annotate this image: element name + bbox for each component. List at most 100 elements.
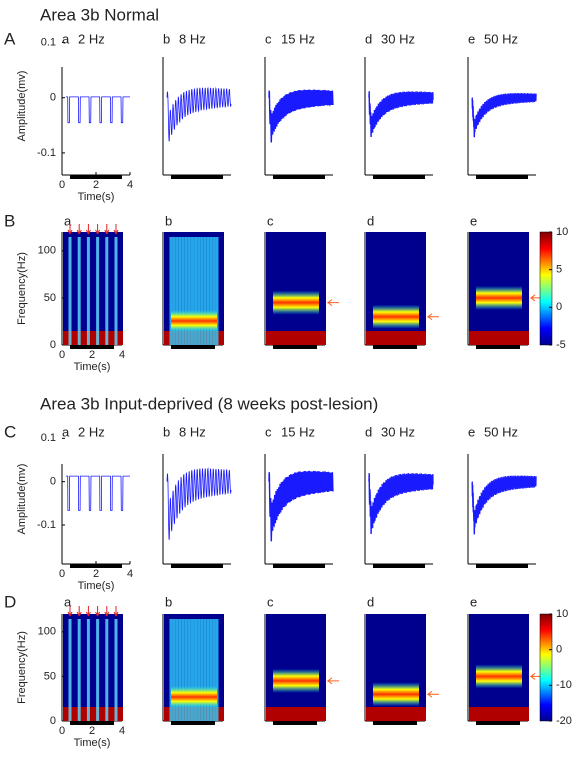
- spike: [96, 619, 100, 721]
- panel-letter: a: [62, 424, 70, 439]
- y-tick-label: 50: [44, 670, 56, 682]
- colorbar-tick-label: 5: [556, 264, 562, 276]
- y-tick-label: 0: [50, 339, 56, 351]
- panel-label: 8 Hz: [179, 31, 206, 46]
- x-tick-label: 2: [93, 568, 99, 580]
- arrow: [529, 673, 542, 680]
- panel-letter: b: [163, 31, 170, 46]
- y-tick-label: 0: [50, 715, 56, 727]
- spike: [203, 619, 207, 721]
- spike: [194, 237, 198, 345]
- spike: [86, 237, 90, 345]
- spike: [197, 619, 201, 721]
- x-tick-label: 4: [127, 179, 133, 191]
- spike: [215, 237, 219, 345]
- spike: [184, 237, 188, 345]
- colorbar: [539, 613, 553, 722]
- stim-arrow: [76, 224, 82, 235]
- panel-letter: c: [265, 424, 272, 439]
- spectrogram: [63, 232, 123, 345]
- spike: [187, 619, 191, 721]
- spike: [215, 619, 219, 721]
- spectrogram: [63, 614, 123, 721]
- spike: [194, 619, 198, 721]
- panel-label: 2 Hz: [78, 424, 105, 439]
- spike: [105, 237, 109, 345]
- x-tick-label: 0: [59, 568, 65, 580]
- x-axis-label: Time(s): [78, 191, 115, 203]
- x-tick-label: 0: [59, 725, 65, 737]
- panel-letter: d: [365, 424, 372, 439]
- spike: [68, 619, 72, 721]
- trace: [471, 93, 537, 138]
- y-tick-label: 100: [38, 245, 56, 257]
- stim-arrow: [95, 606, 101, 617]
- band: [171, 310, 217, 332]
- panel-label: 30 Hz: [381, 424, 415, 439]
- spike: [105, 619, 109, 721]
- spike: [178, 237, 182, 345]
- band: [171, 686, 217, 708]
- band: [476, 285, 522, 310]
- panel-letter: d: [367, 594, 374, 609]
- trace: [166, 467, 232, 540]
- panel-label: 15 Hz: [281, 31, 315, 46]
- panel-label: 8 Hz: [179, 424, 206, 439]
- section-title: Area 3b Normal: [40, 5, 159, 24]
- row-letter: C: [4, 422, 16, 441]
- arrow: [426, 313, 439, 321]
- trace: [66, 96, 130, 124]
- spike: [172, 237, 176, 345]
- y-tick-label: -0.1: [37, 519, 56, 531]
- colorbar-tick-label: 0: [556, 301, 562, 313]
- row-letter: A: [4, 29, 16, 48]
- x-axis-label: Time(s): [74, 361, 111, 373]
- band: [273, 668, 319, 693]
- x-tick-label: 2: [89, 725, 95, 737]
- spike: [200, 237, 204, 345]
- stim-arrow: [67, 224, 73, 235]
- trace: [368, 473, 434, 535]
- x-axis-label: Time(s): [74, 737, 111, 749]
- low-band: [366, 331, 426, 345]
- x-tick-label: 2: [89, 349, 95, 361]
- stim-arrow: [113, 606, 119, 617]
- trace: [166, 86, 232, 142]
- x-tick-label: 4: [119, 725, 125, 737]
- low-band: [266, 707, 326, 721]
- row-letter: D: [4, 592, 16, 611]
- band: [373, 682, 419, 707]
- spike: [169, 237, 173, 345]
- stim-arrow: [85, 606, 91, 617]
- spike: [209, 237, 213, 345]
- stim-arrow: [76, 606, 82, 617]
- spike: [86, 619, 90, 721]
- spike: [181, 619, 185, 721]
- spike: [169, 619, 173, 721]
- trace: [471, 475, 537, 535]
- spike: [175, 237, 179, 345]
- spike: [190, 237, 194, 345]
- spike: [114, 619, 118, 721]
- spike: [77, 237, 81, 345]
- row-letter: B: [4, 211, 15, 230]
- y-axis-label: Frequency(Hz): [16, 252, 28, 325]
- panel-letter: b: [165, 213, 172, 228]
- stim-arrow: [104, 606, 110, 617]
- panel-letter: a: [64, 594, 72, 609]
- arrow: [326, 299, 339, 307]
- panel-letter: e: [468, 424, 475, 439]
- panel-letter: d: [365, 31, 372, 46]
- spike: [178, 619, 182, 721]
- low-band: [63, 707, 123, 721]
- spike: [197, 237, 201, 345]
- colorbar-tick-label: 10: [556, 608, 568, 620]
- spike: [203, 237, 207, 345]
- x-tick-label: 0: [59, 349, 65, 361]
- spike: [184, 619, 188, 721]
- panel-letter: b: [165, 594, 172, 609]
- x-tick-label: 4: [127, 568, 133, 580]
- panel-letter: c: [267, 213, 274, 228]
- band: [273, 290, 319, 315]
